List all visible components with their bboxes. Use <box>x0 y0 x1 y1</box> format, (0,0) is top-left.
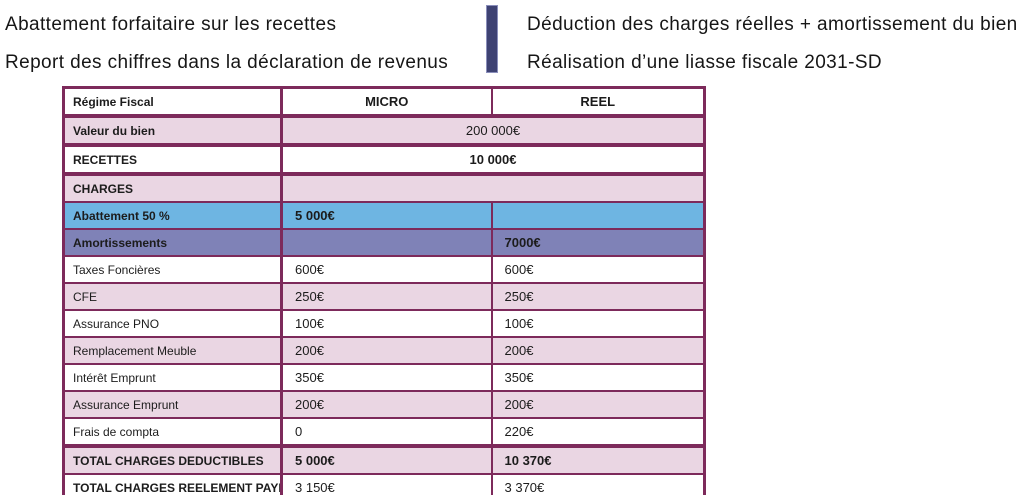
micro-value-cell: 600€ <box>280 255 493 284</box>
micro-value-cell: 250€ <box>280 282 493 311</box>
column-header-micro: MICRO <box>280 86 493 118</box>
row-label-cell: Valeur du bien <box>62 115 283 146</box>
table-row: CHARGES <box>62 173 706 203</box>
reel-value-cell: 200€ <box>490 390 706 419</box>
table-row: Assurance Emprunt 200€ 200€ <box>62 390 706 419</box>
table-row: Valeur du bien 200 000€ <box>62 115 706 146</box>
table-row: Taxes Foncières 600€ 600€ <box>62 255 706 284</box>
reel-note-line2: Réalisation d’une liasse fiscale 2031-SD <box>527 52 883 73</box>
reel-value-cell: 100€ <box>490 309 706 338</box>
reel-value-cell: 10 370€ <box>490 445 706 475</box>
comparison-table-container: Régime Fiscal MICRO REEL Valeur du bien 2… <box>62 86 706 495</box>
micro-value-cell: 0 <box>280 417 493 448</box>
micro-value-cell: 200€ <box>280 390 493 419</box>
merged-value-cell: 10 000€ <box>280 143 706 176</box>
row-label-cell: TOTAL CHARGES REELEMENT PAYEES <box>62 473 283 495</box>
table-row: CFE 250€ 250€ <box>62 282 706 311</box>
reel-value-cell <box>490 201 706 230</box>
row-label-cell: Assurance PNO <box>62 309 283 338</box>
row-label-cell: Abattement 50 % <box>62 201 283 230</box>
micro-value-cell: 100€ <box>280 309 493 338</box>
table-row: Amortissements 7000€ <box>62 228 706 257</box>
table-row: Frais de compta 0 220€ <box>62 417 706 448</box>
micro-note-line1: Abattement forfaitaire sur les recettes <box>5 14 337 35</box>
table-row: TOTAL CHARGES DEDUCTIBLES 5 000€ 10 370€ <box>62 445 706 475</box>
reel-note-line1: Déduction des charges réelles + amortiss… <box>527 14 1018 35</box>
row-label-cell: TOTAL CHARGES DEDUCTIBLES <box>62 445 283 475</box>
column-header-reel: REEL <box>490 86 706 118</box>
micro-value-cell <box>280 228 493 257</box>
micro-value-cell: 3 150€ <box>280 473 493 495</box>
reel-value-cell: 200€ <box>490 336 706 365</box>
row-label-cell: Amortissements <box>62 228 283 257</box>
micro-value-cell: 200€ <box>280 336 493 365</box>
micro-regime-note: Abattement forfaitaire sur les recettes … <box>5 6 448 82</box>
row-label-cell: RECETTES <box>62 143 283 176</box>
reel-value-cell: 600€ <box>490 255 706 284</box>
table-row: Remplacement Meuble 200€ 200€ <box>62 336 706 365</box>
micro-value-cell: 5 000€ <box>280 445 493 475</box>
column-header-regime-fiscal: Régime Fiscal <box>62 86 283 118</box>
row-label-cell: Intérêt Emprunt <box>62 363 283 392</box>
table-row: RECETTES 10 000€ <box>62 143 706 176</box>
row-label-cell: Taxes Foncières <box>62 255 283 284</box>
micro-value-cell: 350€ <box>280 363 493 392</box>
reel-value-cell: 350€ <box>490 363 706 392</box>
reel-value-cell: 3 370€ <box>490 473 706 495</box>
micro-value-cell: 5 000€ <box>280 201 493 230</box>
merged-value-cell: 200 000€ <box>280 115 706 146</box>
table-row: Assurance PNO 100€ 100€ <box>62 309 706 338</box>
row-label-cell: CHARGES <box>62 173 283 203</box>
row-label-cell: CFE <box>62 282 283 311</box>
row-label-cell: Assurance Emprunt <box>62 390 283 419</box>
row-label-cell: Remplacement Meuble <box>62 336 283 365</box>
micro-note-line2: Report des chiffres dans la déclaration … <box>5 52 449 73</box>
reel-value-cell: 7000€ <box>490 228 706 257</box>
table-header-row: Régime Fiscal MICRO REEL <box>62 86 706 118</box>
row-label-cell: Frais de compta <box>62 417 283 448</box>
fiscal-comparison-table: Régime Fiscal MICRO REEL Valeur du bien 2… <box>62 86 706 495</box>
reel-value-cell: 250€ <box>490 282 706 311</box>
divider-bar <box>486 5 498 73</box>
merged-value-cell <box>280 173 706 203</box>
reel-regime-note: Déduction des charges réelles + amortiss… <box>527 6 1018 82</box>
reel-value-cell: 220€ <box>490 417 706 448</box>
table-row: Abattement 50 % 5 000€ <box>62 201 706 230</box>
table-row: TOTAL CHARGES REELEMENT PAYEES 3 150€ 3 37… <box>62 473 706 495</box>
table-row: Intérêt Emprunt 350€ 350€ <box>62 363 706 392</box>
